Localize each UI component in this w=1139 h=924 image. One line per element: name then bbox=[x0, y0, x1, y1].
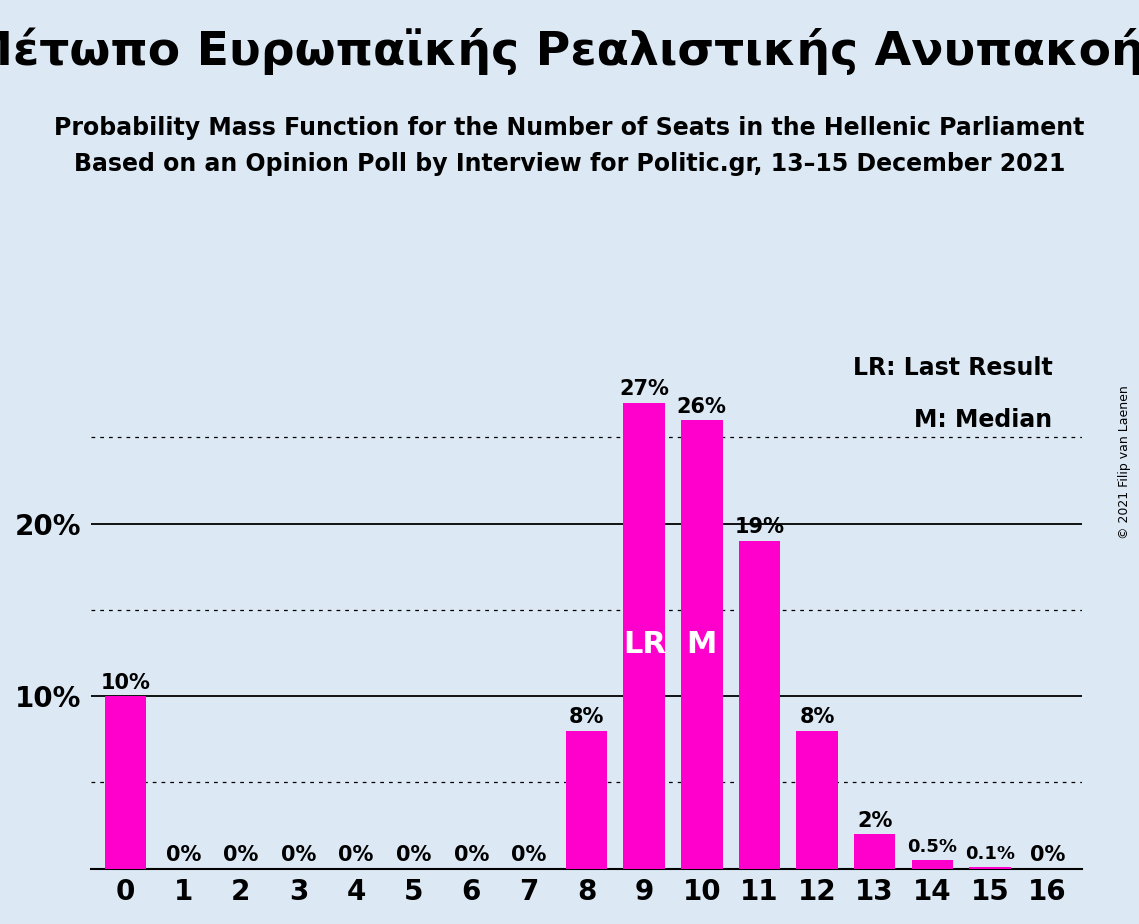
Text: 0%: 0% bbox=[281, 845, 317, 865]
Bar bbox=[969, 867, 1010, 869]
Text: 0%: 0% bbox=[165, 845, 200, 865]
Text: LR: LR bbox=[623, 630, 665, 659]
Text: 0%: 0% bbox=[511, 845, 547, 865]
Text: 26%: 26% bbox=[677, 396, 727, 417]
Bar bbox=[796, 731, 838, 869]
Text: 8%: 8% bbox=[800, 707, 835, 727]
Text: 0.5%: 0.5% bbox=[908, 838, 957, 857]
Bar bbox=[854, 834, 895, 869]
Bar bbox=[623, 403, 665, 869]
Text: 0%: 0% bbox=[223, 845, 259, 865]
Bar bbox=[105, 696, 147, 869]
Text: 0%: 0% bbox=[396, 845, 432, 865]
Text: 10%: 10% bbox=[100, 673, 150, 693]
Text: Probability Mass Function for the Number of Seats in the Hellenic Parliament: Probability Mass Function for the Number… bbox=[55, 116, 1084, 140]
Text: 2%: 2% bbox=[857, 810, 892, 831]
Text: 0%: 0% bbox=[338, 845, 374, 865]
Text: 0.1%: 0.1% bbox=[965, 845, 1015, 863]
Text: M: M bbox=[687, 630, 716, 659]
Bar bbox=[681, 420, 722, 869]
Text: 8%: 8% bbox=[568, 707, 605, 727]
Text: LR: Last Result: LR: Last Result bbox=[853, 357, 1052, 381]
Text: 0%: 0% bbox=[1030, 845, 1065, 865]
Text: Based on an Opinion Poll by Interview for Politic.gr, 13–15 December 2021: Based on an Opinion Poll by Interview fo… bbox=[74, 152, 1065, 176]
Text: 0%: 0% bbox=[453, 845, 489, 865]
Bar bbox=[911, 860, 953, 869]
Text: M: Median: M: Median bbox=[915, 408, 1052, 432]
Bar bbox=[739, 541, 780, 869]
Text: 19%: 19% bbox=[735, 517, 785, 538]
Text: © 2021 Filip van Laenen: © 2021 Filip van Laenen bbox=[1118, 385, 1131, 539]
Text: 27%: 27% bbox=[620, 380, 669, 399]
Text: Μέτωπο Ευρωπαϊκής Ρεαλιστικής Ανυπακοής: Μέτωπο Ευρωπαϊκής Ρεαλιστικής Ανυπακοής bbox=[0, 28, 1139, 75]
Bar bbox=[566, 731, 607, 869]
